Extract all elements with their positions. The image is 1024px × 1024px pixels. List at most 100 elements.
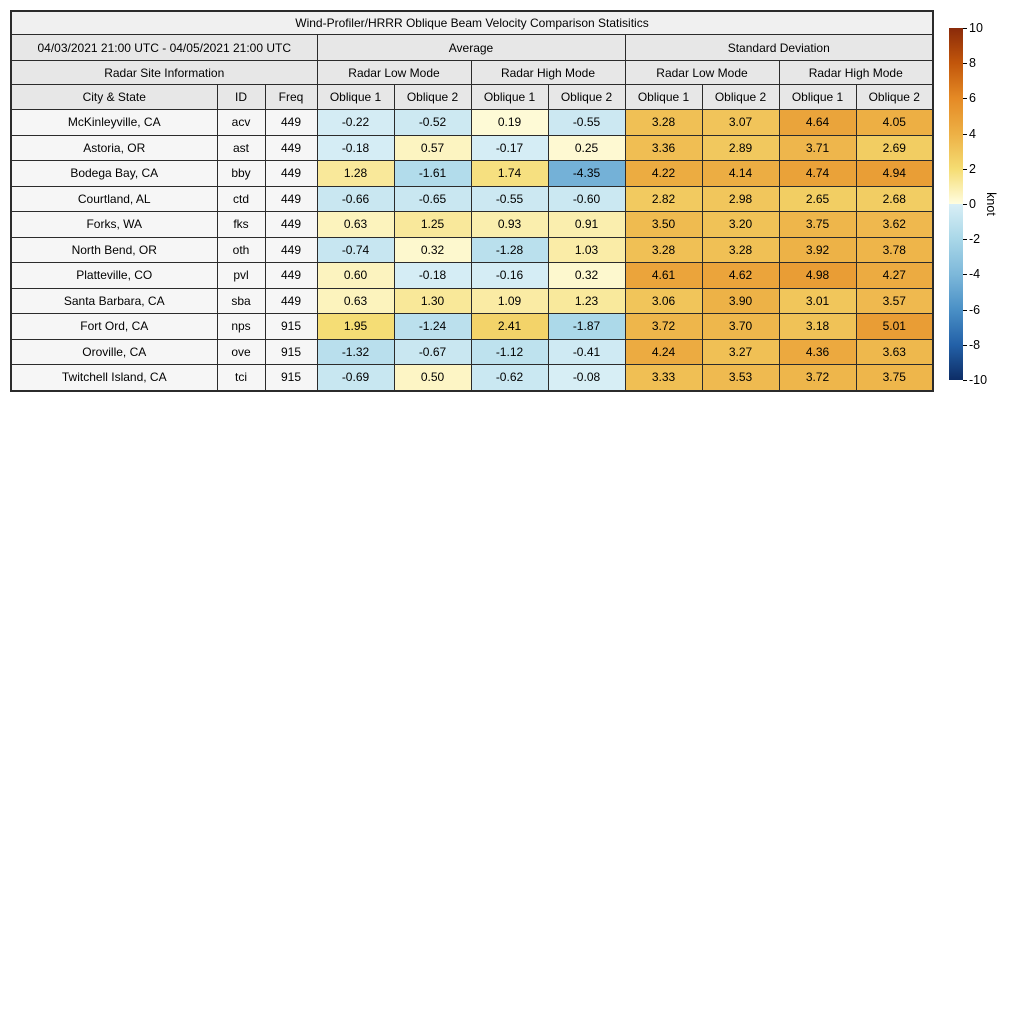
colorbar-tick-mark <box>963 28 967 29</box>
col-header-oblique2: Oblique 2 <box>855 84 934 110</box>
colorbar-tick-label: 4 <box>969 126 976 141</box>
value-cell: 4.14 <box>701 160 780 187</box>
table-row: Courtland, AL ctd 449 -0.66 -0.65 -0.55 -0.60 2… <box>10 185 934 212</box>
value-cell: 0.57 <box>393 134 472 161</box>
value-cell: 4.62 <box>701 262 780 289</box>
value-cell: 4.74 <box>778 160 857 187</box>
value-cell: 3.63 <box>855 338 934 365</box>
colorbar-tick-label: -10 <box>969 373 988 387</box>
avg-high-mode-header: Radar High Mode <box>470 60 626 85</box>
group-header-average: Average <box>316 34 626 61</box>
colorbar-tick-label: -8 <box>969 337 981 352</box>
value-cell: -0.65 <box>393 185 472 212</box>
value-cell: -0.67 <box>393 338 472 365</box>
date-range: 04/03/2021 21:00 UTC - 04/05/2021 21:00 … <box>10 34 318 61</box>
site-id-cell: tci <box>216 364 266 391</box>
city-state-cell: Bodega Bay, CA <box>10 160 218 187</box>
site-id-cell: fks <box>216 211 266 238</box>
site-id-cell: ctd <box>216 185 266 212</box>
value-cell: -0.55 <box>547 109 626 136</box>
site-id-cell: ast <box>216 134 266 161</box>
colorbar-tick-mark <box>963 309 967 311</box>
freq-cell: 915 <box>264 338 318 365</box>
freq-cell: 449 <box>264 262 318 289</box>
value-cell: 3.75 <box>778 211 857 238</box>
site-info-header: Radar Site Information <box>10 60 318 85</box>
value-cell: -1.87 <box>547 313 626 340</box>
site-id-cell: nps <box>216 313 266 340</box>
value-cell: 5.01 <box>855 313 934 340</box>
value-cell: 3.72 <box>624 313 703 340</box>
colorbar-tick-mark <box>963 274 967 276</box>
column-header-row: City & State ID Freq Oblique 1 Oblique 2… <box>10 84 934 110</box>
value-cell: 4.61 <box>624 262 703 289</box>
value-cell: 3.71 <box>778 134 857 161</box>
city-state-cell: North Bend, OR <box>10 236 218 263</box>
colorbar-tick-label: 8 <box>969 56 976 71</box>
colorbar-tick-mark <box>963 380 967 381</box>
group-header-std-deviation: Standard Deviation <box>624 34 934 61</box>
value-cell: 1.09 <box>470 287 549 314</box>
value-cell: 0.63 <box>316 287 395 314</box>
chart-title: Wind-Profiler/HRRR Oblique Beam Velocity… <box>10 10 934 35</box>
colorbar <box>949 28 963 380</box>
value-cell: 4.05 <box>855 109 934 136</box>
value-cell: -1.28 <box>470 236 549 263</box>
value-cell: 1.30 <box>393 287 472 314</box>
value-cell: 3.72 <box>778 364 857 391</box>
col-header-oblique2: Oblique 2 <box>701 84 780 110</box>
value-cell: 0.93 <box>470 211 549 238</box>
value-cell: 4.94 <box>855 160 934 187</box>
value-cell: 3.28 <box>624 236 703 263</box>
colorbar-tick-label: 10 <box>969 21 983 35</box>
value-cell: 4.22 <box>624 160 703 187</box>
city-state-cell: Platteville, CO <box>10 262 218 289</box>
colorbar-tick-mark <box>963 63 967 65</box>
col-header-oblique2: Oblique 2 <box>547 84 626 110</box>
value-cell: 2.65 <box>778 185 857 212</box>
table-row: Fort Ord, CA nps 915 1.95 -1.24 2.41 -1.87 3.72… <box>10 313 934 340</box>
table-row: Forks, WA fks 449 0.63 1.25 0.93 0.91 3.50 3.20 3… <box>10 211 934 238</box>
table-row: Platteville, CO pvl 449 0.60 -0.18 -0.16 0.32 4… <box>10 262 934 289</box>
colorbar-tick-mark <box>963 344 967 346</box>
colorbar-tick-mark <box>963 133 967 135</box>
value-cell: 4.36 <box>778 338 857 365</box>
value-cell: -0.55 <box>470 185 549 212</box>
value-cell: 1.23 <box>547 287 626 314</box>
col-header-oblique1: Oblique 1 <box>316 84 395 110</box>
colorbar-tick-mark <box>963 98 967 100</box>
city-state-cell: Fort Ord, CA <box>10 313 218 340</box>
value-cell: 2.98 <box>701 185 780 212</box>
value-cell: 3.36 <box>624 134 703 161</box>
value-cell: -1.32 <box>316 338 395 365</box>
col-header-oblique1: Oblique 1 <box>470 84 549 110</box>
value-cell: 4.27 <box>855 262 934 289</box>
col-header-city-state: City & State <box>10 84 218 110</box>
value-cell: 3.62 <box>855 211 934 238</box>
value-cell: 3.53 <box>701 364 780 391</box>
value-cell: 3.20 <box>701 211 780 238</box>
value-cell: -1.24 <box>393 313 472 340</box>
table-row: Astoria, OR ast 449 -0.18 0.57 -0.17 0.25 3.36 2… <box>10 134 934 161</box>
value-cell: 3.70 <box>701 313 780 340</box>
value-cell: 2.89 <box>701 134 780 161</box>
value-cell: 3.18 <box>778 313 857 340</box>
colorbar-tick-label: 2 <box>969 161 976 176</box>
value-cell: 3.75 <box>855 364 934 391</box>
city-state-cell: Forks, WA <box>10 211 218 238</box>
city-state-cell: Courtland, AL <box>10 185 218 212</box>
value-cell: -0.08 <box>547 364 626 391</box>
group-header-row: 04/03/2021 21:00 UTC - 04/05/2021 21:00 … <box>10 34 934 61</box>
value-cell: -0.18 <box>393 262 472 289</box>
col-header-id: ID <box>216 84 266 110</box>
colorbar-tick-label: -4 <box>969 267 981 282</box>
value-cell: 2.82 <box>624 185 703 212</box>
std-high-mode-header: Radar High Mode <box>778 60 934 85</box>
avg-low-mode-header: Radar Low Mode <box>316 60 472 85</box>
freq-cell: 449 <box>264 211 318 238</box>
value-cell: 0.63 <box>316 211 395 238</box>
value-cell: 0.91 <box>547 211 626 238</box>
value-cell: 3.50 <box>624 211 703 238</box>
freq-cell: 449 <box>264 185 318 212</box>
